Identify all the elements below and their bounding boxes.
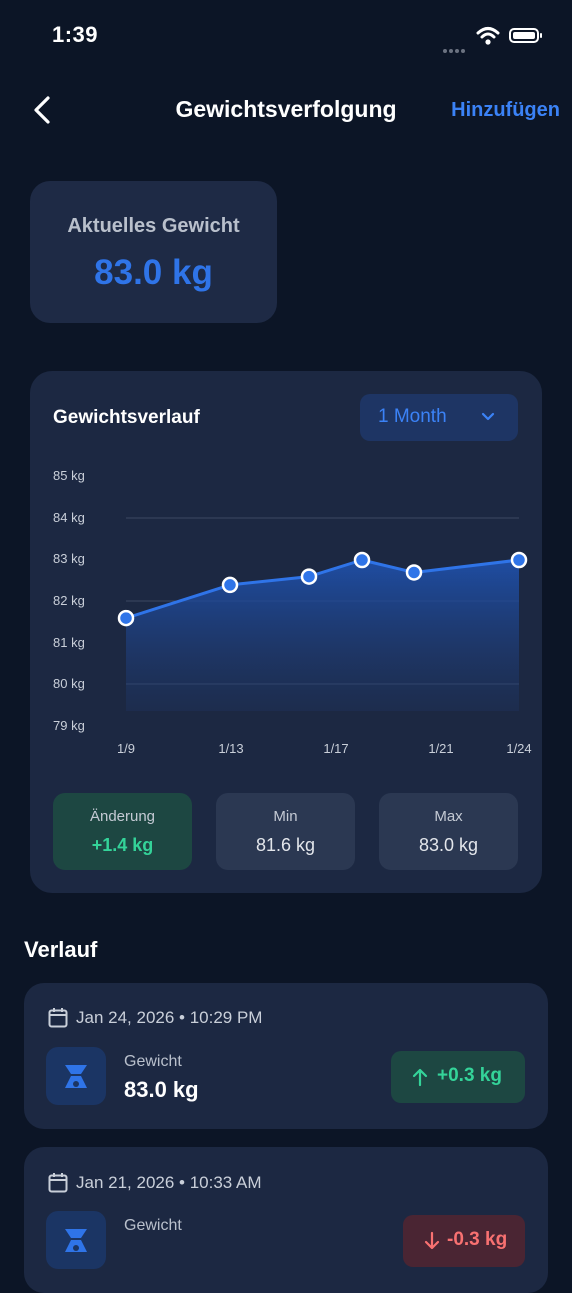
x-tick-label: 1/17 (323, 741, 349, 756)
stat-change-value: +1.4 kg (91, 835, 154, 855)
back-chevron-icon[interactable] (30, 94, 62, 126)
entry-date: Jan 24, 2026 • 10:29 PM (76, 1008, 263, 1027)
y-tick-label: 83 kg (53, 551, 85, 566)
stat-min-value: 81.6 kg (255, 835, 316, 855)
x-tick-label: 1/13 (218, 741, 244, 756)
stat-max-value: 83.0 kg (418, 835, 479, 855)
entry-label: Gewicht (124, 1217, 182, 1234)
data-point (300, 568, 318, 585)
entry-label: Gewicht (124, 1053, 182, 1070)
data-point (510, 551, 528, 569)
weight-line-chart (117, 517, 528, 711)
entry-value: 83.0 kg (124, 1077, 199, 1102)
current-weight-value: 83.0 kg (94, 253, 213, 292)
page-title: Gewichtsverfolgung (175, 96, 397, 122)
y-tick-label: 85 kg (53, 468, 85, 483)
status-time: 1:39 (52, 22, 99, 47)
data-point (221, 576, 239, 594)
weight-chart-card: Gewichtsverlauf 1 Month 85 kg 84 kg 83 k… (30, 371, 542, 893)
data-point (117, 609, 135, 627)
arrow-up-icon (412, 1068, 428, 1087)
battery-icon (509, 28, 542, 43)
calendar-icon (48, 1173, 68, 1193)
x-tick-label: 1/24 (506, 741, 532, 756)
chevron-down-icon (481, 412, 495, 421)
current-weight-label: Aktuelles Gewicht (67, 215, 240, 237)
change-value: +0.3 kg (437, 1065, 502, 1086)
x-tick-label: 1/9 (116, 741, 136, 756)
weight-area-fill (126, 560, 519, 711)
stat-max: Max 83.0 kg (379, 793, 518, 870)
stat-max-label: Max (434, 808, 463, 825)
scale-icon (46, 1047, 106, 1105)
y-tick-label: 81 kg (53, 635, 85, 650)
y-tick-label: 82 kg (53, 593, 85, 608)
arrow-down-icon (424, 1231, 440, 1250)
data-point (405, 564, 423, 581)
scale-icon (46, 1211, 106, 1269)
history-entry[interactable]: Jan 24, 2026 • 10:29 PM Gewicht 83.0 kg … (24, 983, 548, 1129)
weight-series-line (125, 558, 520, 620)
current-weight-card: Aktuelles Gewicht 83.0 kg (30, 181, 277, 323)
history-entry[interactable]: Jan 21, 2026 • 10:33 AM Gewicht -0.3 kg (24, 1147, 548, 1293)
change-badge: -0.3 kg (403, 1215, 525, 1267)
cellular-signal-icon (443, 40, 467, 58)
range-dropdown[interactable]: 1 Month (360, 394, 518, 441)
stat-min: Min 81.6 kg (216, 793, 355, 870)
calendar-icon (48, 1008, 68, 1028)
x-tick-label: 1/21 (428, 741, 454, 756)
stat-change: Änderung +1.4 kg (53, 793, 192, 870)
change-badge: +0.3 kg (391, 1051, 525, 1103)
entry-date: Jan 21, 2026 • 10:33 AM (76, 1173, 262, 1192)
y-tick-label: 79 kg (53, 718, 85, 733)
data-point (353, 551, 371, 569)
history-title: Verlauf (24, 937, 98, 962)
add-button[interactable]: Hinzufügen (451, 99, 560, 121)
wifi-icon (476, 27, 500, 45)
stat-change-label: Änderung (89, 808, 156, 825)
stat-min-label: Min (273, 808, 298, 825)
range-label: 1 Month (378, 406, 447, 427)
chart-title: Gewichtsverlauf (53, 407, 200, 428)
y-tick-label: 84 kg (53, 510, 85, 525)
change-value: -0.3 kg (447, 1229, 508, 1250)
y-tick-label: 80 kg (53, 676, 85, 691)
